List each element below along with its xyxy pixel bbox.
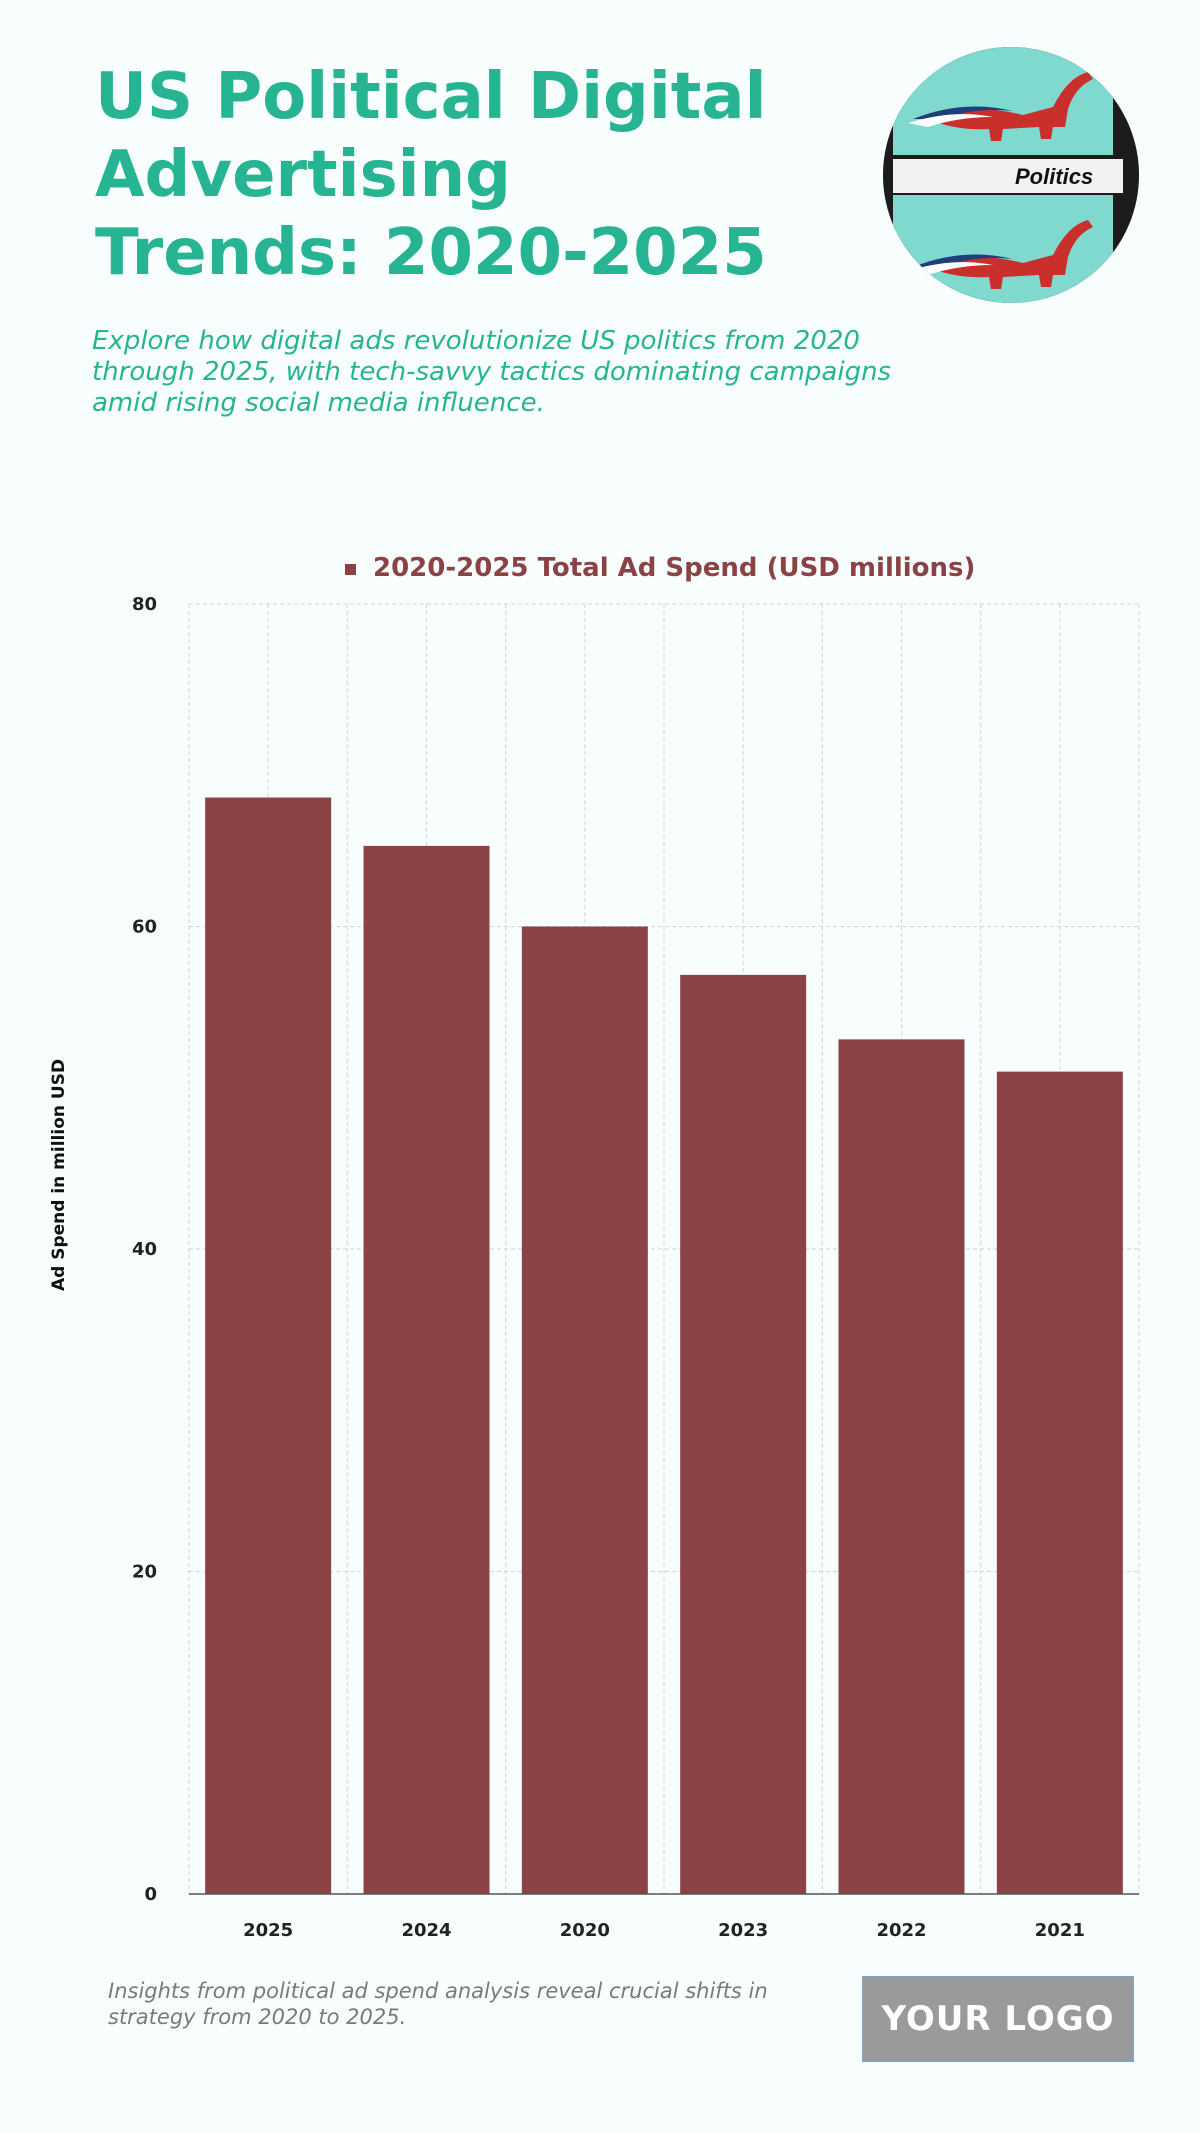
logo-placeholder: YOUR LOGO bbox=[862, 1976, 1134, 2062]
y-tick-label: 0 bbox=[144, 1884, 157, 1905]
bar bbox=[996, 1071, 1123, 1894]
bar bbox=[205, 797, 332, 1894]
x-tick-label: 2021 bbox=[1035, 1920, 1085, 1941]
bar bbox=[838, 1039, 965, 1894]
x-tick-label: 2022 bbox=[876, 1920, 926, 1941]
footer-note: Insights from political ad spend analysi… bbox=[108, 1979, 768, 2029]
page-subtitle: Explore how digital ads revolutionize US… bbox=[92, 326, 892, 418]
y-tick-label: 80 bbox=[132, 594, 157, 615]
x-tick-label: 2023 bbox=[718, 1920, 768, 1941]
y-tick-label: 60 bbox=[132, 917, 157, 938]
page-title: US Political Digital Advertising Trends:… bbox=[95, 60, 767, 290]
x-tick-label: 2024 bbox=[401, 1920, 451, 1941]
bar bbox=[363, 845, 490, 1894]
legend-swatch bbox=[345, 564, 356, 575]
x-tick-label: 2020 bbox=[560, 1920, 610, 1941]
photo-caption: Politics bbox=[1015, 164, 1093, 189]
x-tick-label: 2025 bbox=[243, 1920, 293, 1941]
y-tick-label: 40 bbox=[132, 1239, 157, 1260]
legend-label: 2020-2025 Total Ad Spend (USD millions) bbox=[373, 553, 976, 583]
bar bbox=[521, 926, 648, 1894]
y-tick-label: 20 bbox=[132, 1562, 157, 1583]
bar bbox=[680, 974, 807, 1894]
politics-photo: Politics bbox=[883, 47, 1139, 303]
y-axis-label: Ad Spend in million USD bbox=[49, 1059, 69, 1291]
